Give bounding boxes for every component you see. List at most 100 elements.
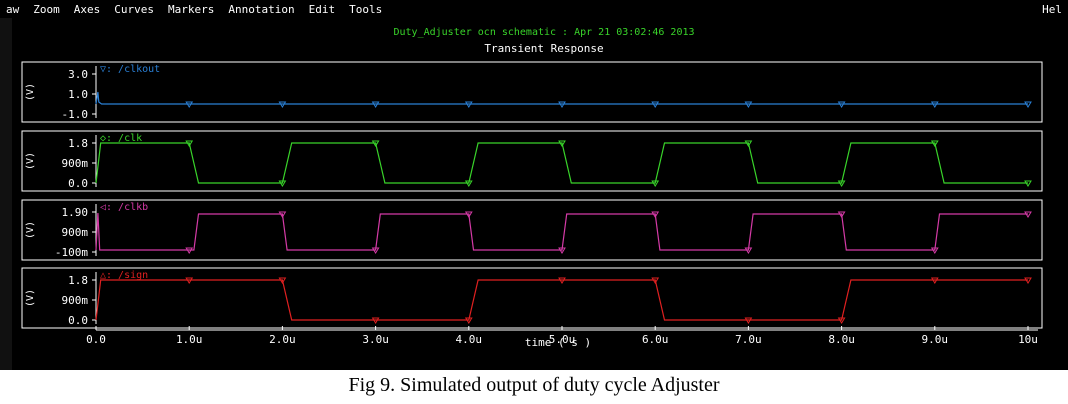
series-marker-sign [1024,277,1032,284]
series-marker-clkout [464,101,473,108]
series-line-sign [95,279,1028,321]
x-tick-label: 10u [1018,333,1038,346]
series-marker-clkout [1024,101,1032,108]
window-left-gutter [0,18,12,370]
y-tick-label: -1.0 [62,108,89,121]
y-tick-label: 1.8 [68,274,88,287]
legend-clkout: ▽: /clkout [100,64,160,75]
panel-clk: 1.8 900m 0.0 (V) ◇: /clk [21,130,1043,192]
series-marker-clk [744,140,753,147]
x-tick-label: 7.0u [735,333,762,346]
panel-frame [21,199,1043,261]
series-marker-clkb [837,211,846,218]
chart-title: Transient Response [484,42,603,55]
series-marker-clkout [930,101,939,108]
y-tick-label: 900m [62,226,89,239]
y-tick-label: -100m [55,246,88,259]
series-marker-clkb [930,247,939,254]
y-axis-label: (V) [25,152,36,170]
y-axis-label: (V) [25,83,36,101]
series-line-clk [95,142,1028,184]
series-marker-clk [185,140,194,147]
y-tick-label: 1.0 [68,88,88,101]
x-axis-label: time ( s ) [525,336,591,349]
panel-clkb: 1.90 900m -100m (V) ◁: /clkb [21,199,1043,261]
x-tick-label: 9.0u [922,333,949,346]
series-marker-clkout [651,101,660,108]
y-tick-label: 1.90 [62,206,89,219]
series-marker-clkb [371,247,380,254]
series-marker-sign [278,277,287,284]
series-marker-clkb [464,211,473,218]
x-tick-label: 0.0 [86,333,106,346]
series-marker-sign [837,317,846,324]
series-marker-clkb [558,247,566,254]
menu-item-tools[interactable]: Tools [349,2,383,16]
x-tick-label: 1.0u [176,333,203,346]
series-marker-clkout [278,101,287,108]
series-marker-sign [930,277,939,284]
series-marker-sign [744,317,753,324]
x-tick-label: 6.0u [642,333,669,346]
series-marker-clk [651,180,660,187]
series-marker-clk [837,180,846,187]
series-marker-sign [185,277,194,284]
x-tick-label: 4.0u [456,333,483,346]
series-marker-clkout [558,101,566,108]
series-marker-clkout [185,101,194,108]
legend-clkb: ◁: /clkb [100,202,148,213]
window-header: Duty_Adjuster ocn schematic : Apr 21 03:… [393,27,694,38]
series-marker-clk [930,140,939,147]
menu-item-annotation[interactable]: Annotation [228,2,295,16]
waveform-window [0,18,1068,370]
series-line-clkb [95,212,1028,251]
panel-sign: 1.8 900m 0.0 (V) △: /sign [21,267,1043,329]
legend-sign: △: /sign [100,270,148,281]
y-tick-label: 3.0 [68,68,88,81]
y-tick-label: 900m [62,157,89,170]
series-marker-sign [558,277,566,284]
waveform-chart: Duty_Adjuster ocn schematic : Apr 21 03:… [21,27,1043,349]
y-tick-label: 1.8 [68,137,88,150]
series-marker-clk [464,180,473,187]
menu-item-axes[interactable]: Axes [73,2,101,16]
y-tick-label: 0.0 [68,177,88,190]
figure-caption: Fig 9. Simulated output of duty cycle Ad… [348,374,720,396]
menu-item-aw[interactable]: aw [6,2,20,16]
series-line-clkout [95,91,1028,105]
panel-frame [21,130,1043,192]
y-axis-label: (V) [25,221,36,239]
menu-bar: aw Zoom Axes Curves Markers Annotation E… [0,0,1068,18]
series-marker-clk [371,140,380,147]
x-tick-label: 2.0u [269,333,296,346]
y-tick-label: 0.0 [68,314,88,327]
y-tick-label: 900m [62,294,89,307]
legend-clk: ◇: /clk [100,133,142,144]
series-marker-clkout [371,101,380,108]
series-marker-clkb [744,247,753,254]
series-marker-clk [278,180,287,187]
x-tick-label: 3.0u [362,333,389,346]
x-tick-label: 8.0u [828,333,855,346]
series-marker-clkb [1024,211,1032,218]
menu-item-zoom[interactable]: Zoom [33,2,60,16]
y-axis-label: (V) [25,289,36,307]
series-marker-sign [651,277,660,284]
panel-clkout: 3.0 1.0 -1.0 (V) ▽: /clkout [21,61,1043,123]
menu-item-markers[interactable]: Markers [168,2,215,16]
panel-frame [21,267,1043,329]
series-marker-clkout [837,101,846,108]
x-tick-label: 5.0u [549,333,576,346]
menu-item-curves[interactable]: Curves [114,2,154,16]
series-marker-sign [464,317,473,324]
series-marker-clkb [278,211,287,218]
series-marker-sign [371,317,380,324]
series-marker-clkb [185,247,194,254]
series-marker-clkout [744,101,753,108]
series-marker-clkb [651,211,660,218]
menu-item-help[interactable]: Hel [1042,2,1062,16]
series-marker-clk [558,140,566,147]
series-marker-clk [1024,180,1032,187]
menu-item-edit[interactable]: Edit [308,2,336,16]
panel-frame [21,61,1043,123]
